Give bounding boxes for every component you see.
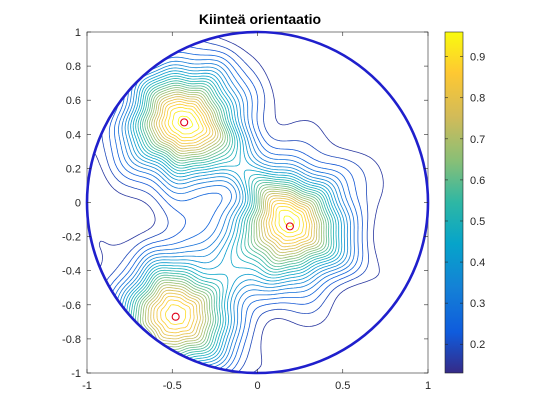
colorbar-tick-label: 0.2	[470, 339, 485, 351]
colorbar-tick-label: 0.3	[470, 298, 485, 310]
x-axis: -1 -0.5 0 0.5 1	[82, 32, 431, 392]
y-tick-label: 0.2	[66, 163, 81, 175]
x-tick-label: 0	[254, 380, 260, 392]
x-tick-label: 1	[425, 380, 431, 392]
colorbar-tick-label: 0.5	[470, 216, 485, 228]
x-tick-label: -0.5	[163, 380, 182, 392]
contour-line	[145, 91, 320, 345]
y-tick-label: -0.6	[62, 300, 81, 312]
peak-markers	[171, 118, 294, 321]
contour-line	[147, 93, 318, 343]
contour-line	[160, 103, 307, 330]
contour-line	[156, 101, 310, 334]
colorbar	[444, 31, 464, 374]
colorbar-tick-label: 0.7	[470, 134, 485, 146]
contour-line	[165, 106, 304, 325]
colorbar-tick-label: 0.8	[470, 93, 485, 105]
y-tick-label: -0.4	[62, 266, 81, 278]
y-tick-label: -1	[71, 368, 81, 380]
colorbar-tick-label: 0.6	[470, 175, 485, 187]
y-tick-label: 1	[75, 27, 81, 39]
contour-line	[153, 98, 313, 337]
contour-line	[150, 96, 315, 340]
peak-marker	[171, 312, 180, 321]
colorbar-ticks: 0.2 0.3 0.4 0.5 0.6 0.7 0.8 0.9	[445, 52, 485, 351]
peak-marker	[285, 222, 294, 231]
colorbar-tick-label: 0.9	[470, 52, 485, 64]
chart-title: Kiinteä orientaatio	[199, 11, 321, 27]
peak-marker	[180, 118, 189, 127]
colorbar-tick-label: 0.4	[470, 257, 485, 269]
contour-line	[171, 110, 300, 234]
y-tick-label: 0.8	[66, 61, 81, 73]
y-tick-label: 0.4	[66, 129, 81, 141]
y-axis: 1 0.8 0.6 0.4 0.2 0 -0.2 -0.4 -0.6 -0.8 -1	[62, 27, 428, 380]
y-tick-label: -0.8	[62, 334, 81, 346]
y-tick-label: 0.6	[66, 95, 81, 107]
y-tick-label: 0	[75, 198, 81, 210]
x-tick-label: 0.5	[335, 380, 350, 392]
y-tick-label: -0.2	[62, 232, 81, 244]
x-tick-label: -1	[82, 380, 92, 392]
